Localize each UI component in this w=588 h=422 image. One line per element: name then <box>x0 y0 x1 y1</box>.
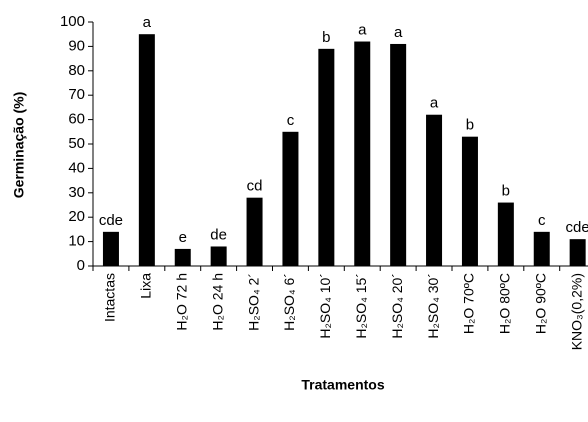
annotation: a <box>394 24 403 41</box>
bar <box>461 136 478 266</box>
bar <box>497 202 514 266</box>
x-tick-label: H₂SO₄ 2´ <box>245 273 261 331</box>
y-tick-label: 70 <box>68 86 85 103</box>
y-tick-label: 30 <box>68 184 85 201</box>
y-tick-label: 40 <box>68 159 85 176</box>
x-tick-label: H₂SO₄ 20´ <box>389 273 405 339</box>
bar <box>533 231 550 266</box>
y-tick-label: 50 <box>68 135 85 152</box>
x-tick-label: H₂O 80ºC <box>497 273 513 334</box>
bar <box>354 41 371 266</box>
annotation: cde <box>566 219 588 236</box>
annotation: a <box>143 14 152 31</box>
y-tick-label: 10 <box>68 233 85 250</box>
y-tick-label: 0 <box>77 257 85 274</box>
bar <box>569 239 586 266</box>
bar <box>318 48 335 267</box>
annotation: de <box>210 226 227 243</box>
x-tick-label: KNO₃(0,2%) <box>568 273 584 350</box>
bar <box>174 248 191 266</box>
bar <box>246 197 263 266</box>
x-tick-label: H₂SO₄ 30´ <box>425 273 441 339</box>
annotation: c <box>287 112 295 129</box>
bar <box>138 34 155 267</box>
x-tick-label: H₂SO₄ 15´ <box>353 273 369 339</box>
annotation: cde <box>99 212 123 229</box>
x-tick-label: H₂SO₄ 6´ <box>281 273 297 331</box>
annotation: b <box>322 29 330 46</box>
y-tick-label: 60 <box>68 111 85 128</box>
annotation: a <box>430 95 439 112</box>
annotation: b <box>502 183 510 200</box>
annotation: a <box>358 21 367 38</box>
x-tick-label: H₂O 24 h <box>209 273 225 331</box>
annotation: e <box>179 229 187 246</box>
x-axis-label: Tratamentos <box>301 377 384 393</box>
bar <box>282 131 299 266</box>
bar <box>426 114 443 266</box>
annotation: cd <box>247 178 263 195</box>
x-tick-label: Lixa <box>138 273 154 299</box>
x-tick-label: H₂O 70ºC <box>461 273 477 334</box>
x-tick-label: H₂SO₄ 10´ <box>317 273 333 339</box>
y-tick-label: 100 <box>60 13 85 30</box>
bar <box>210 246 227 266</box>
y-tick-label: 20 <box>68 208 85 225</box>
annotation: b <box>466 117 474 134</box>
x-tick-label: Intactas <box>102 273 118 322</box>
x-tick-label: H₂O 90ºC <box>532 273 548 334</box>
annotation: c <box>538 212 546 229</box>
y-axis-label: Germinação (%) <box>11 92 27 199</box>
bar <box>390 43 407 267</box>
x-tick-label: H₂O 72 h <box>173 273 189 331</box>
bar <box>102 231 119 266</box>
y-tick-label: 90 <box>68 37 85 54</box>
y-tick-label: 80 <box>68 62 85 79</box>
